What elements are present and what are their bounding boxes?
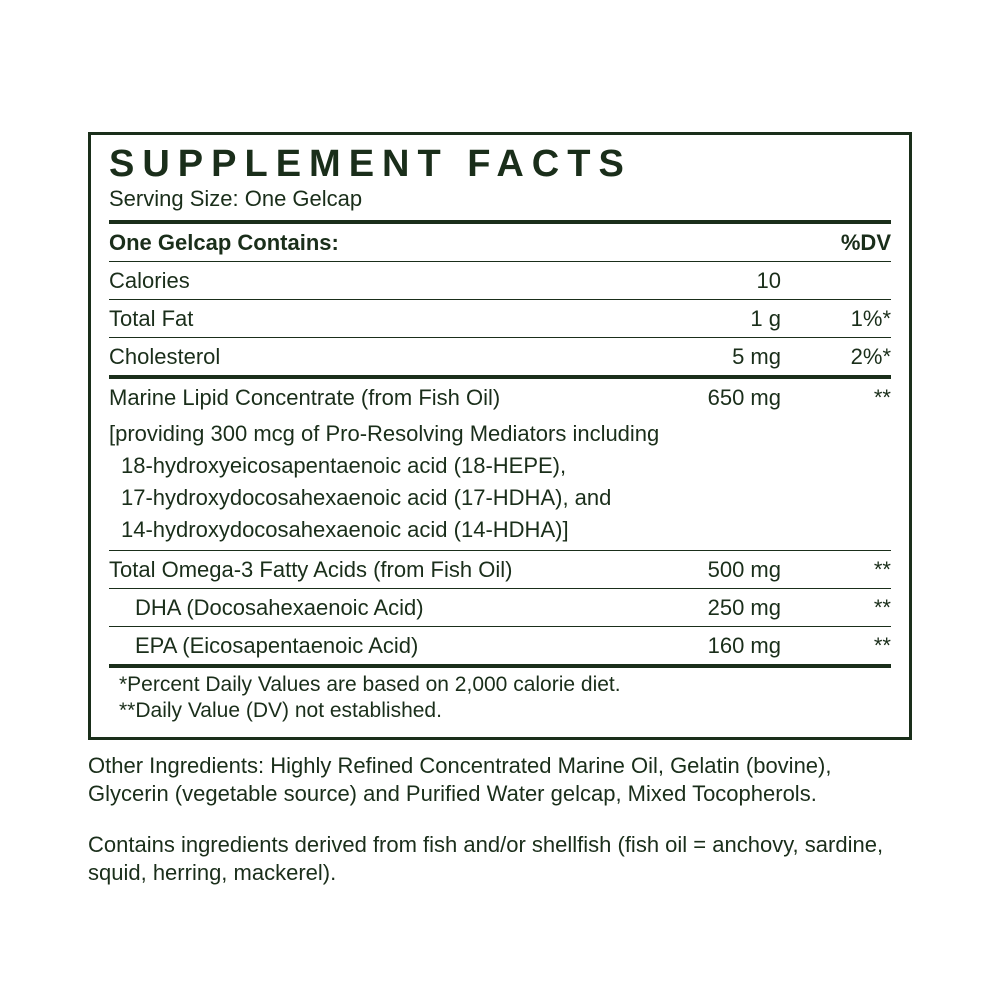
panel-title: SUPPLEMENT FACTS	[109, 141, 891, 186]
nutrient-name: Total Omega-3 Fatty Acids (from Fish Oil…	[109, 557, 631, 583]
detail-line: 18-hydroxyeicosapentaenoic acid (18-HEPE…	[109, 450, 891, 482]
nutrient-name: Cholesterol	[109, 344, 631, 370]
contains-statement: Contains ingredients derived from fish a…	[88, 831, 912, 888]
nutrient-amount: 500 mg	[631, 557, 781, 583]
nutrient-name: Total Fat	[109, 306, 631, 332]
nutrient-name: EPA (Eicosapentaenoic Acid)	[109, 633, 631, 659]
nutrient-name: Marine Lipid Concentrate (from Fish Oil)	[109, 385, 631, 411]
header-label: One Gelcap Contains:	[109, 230, 631, 256]
table-row: Total Omega-3 Fatty Acids (from Fish Oil…	[109, 551, 891, 588]
detail-line: 14-hydroxydocosahexaenoic acid (14-HDHA)…	[109, 514, 891, 546]
table-row: Calories 10	[109, 262, 891, 299]
nutrient-amount: 10	[631, 268, 781, 294]
nutrient-amount: 1 g	[631, 306, 781, 332]
nutrient-dv: **	[781, 633, 891, 659]
table-row: EPA (Eicosapentaenoic Acid) 160 mg **	[109, 627, 891, 664]
other-ingredients: Other Ingredients: Highly Refined Concen…	[88, 752, 912, 809]
nutrient-dv: **	[781, 557, 891, 583]
footnote-line: *Percent Daily Values are based on 2,000…	[119, 672, 891, 698]
supplement-facts-panel: SUPPLEMENT FACTS Serving Size: One Gelca…	[88, 132, 912, 740]
nutrient-dv: **	[781, 385, 891, 411]
nutrient-dv: 2%*	[781, 344, 891, 370]
table-row: Marine Lipid Concentrate (from Fish Oil)…	[109, 379, 891, 416]
detail-line: [providing 300 mcg of Pro-Resolving Medi…	[109, 418, 891, 450]
nutrient-amount: 250 mg	[631, 595, 781, 621]
nutrient-amount: 650 mg	[631, 385, 781, 411]
header-dv: %DV	[781, 230, 891, 256]
table-row: Cholesterol 5 mg 2%*	[109, 338, 891, 375]
footnotes: *Percent Daily Values are based on 2,000…	[109, 668, 891, 727]
nutrient-amount: 160 mg	[631, 633, 781, 659]
nutrient-name: Calories	[109, 268, 631, 294]
nutrient-detail: [providing 300 mcg of Pro-Resolving Medi…	[109, 416, 891, 550]
table-row: Total Fat 1 g 1%*	[109, 300, 891, 337]
nutrient-amount: 5 mg	[631, 344, 781, 370]
detail-line: 17-hydroxydocosahexaenoic acid (17-HDHA)…	[109, 482, 891, 514]
nutrient-dv: 1%*	[781, 306, 891, 332]
header-row: One Gelcap Contains: %DV	[109, 224, 891, 261]
nutrient-name: DHA (Docosahexaenoic Acid)	[109, 595, 631, 621]
below-panel-text: Other Ingredients: Highly Refined Concen…	[88, 740, 912, 888]
nutrient-dv: **	[781, 595, 891, 621]
serving-size: Serving Size: One Gelcap	[109, 186, 891, 220]
footnote-line: **Daily Value (DV) not established.	[119, 698, 891, 724]
table-row: DHA (Docosahexaenoic Acid) 250 mg **	[109, 589, 891, 626]
